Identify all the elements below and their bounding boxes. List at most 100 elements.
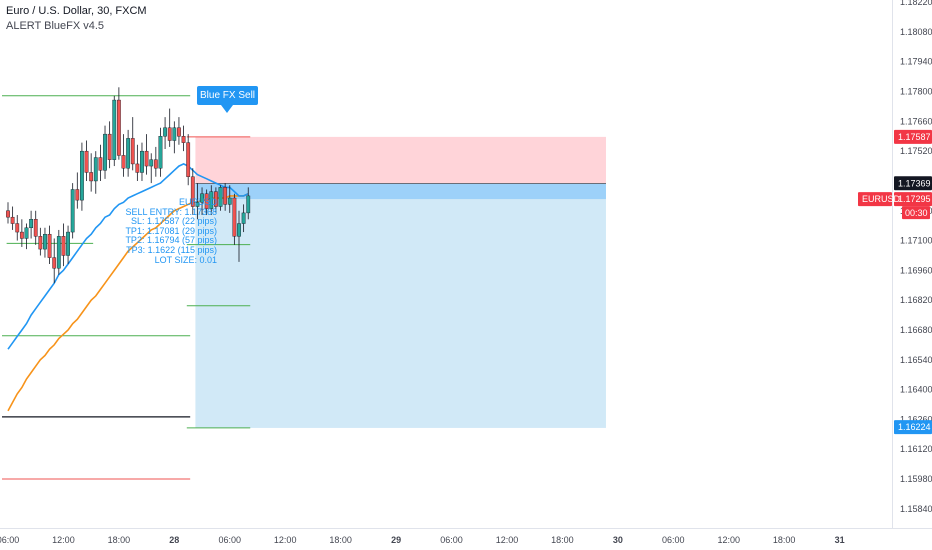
time-tick-label: 12:00: [496, 535, 519, 545]
candle-body: [98, 157, 103, 171]
candle-body: [19, 231, 24, 239]
sell-signal-label: Blue FX Sell: [197, 86, 258, 113]
countdown-label: 00:30: [905, 208, 928, 218]
candle-body: [241, 212, 246, 224]
candle-body: [10, 216, 15, 224]
price-tick-label: 1.18220: [900, 0, 932, 7]
candle-body: [84, 150, 89, 173]
time-tick-label: 18:00: [551, 535, 574, 545]
time-tick-label: 06:00: [218, 535, 241, 545]
candle-body: [52, 257, 57, 269]
candle-body: [126, 138, 131, 169]
candle-body: [24, 227, 29, 239]
price-badge-label: 1.17587: [898, 132, 931, 142]
candle-body: [80, 150, 84, 201]
candle-body: [47, 233, 52, 258]
candles: [6, 87, 251, 284]
time-tick-label: 28: [169, 535, 179, 545]
candle-body: [107, 133, 112, 160]
candle-body: [227, 197, 232, 205]
candle-body: [70, 189, 75, 233]
candle-body: [144, 150, 149, 167]
candle-body: [149, 159, 154, 167]
candle-body: [190, 176, 195, 207]
candle-body: [29, 219, 33, 229]
info-tp1: TP1: 1.17081 (29 pips): [125, 225, 217, 236]
price-badge-box: [894, 129, 932, 144]
info-stop-loss: SL: 1.17587 (22 pips): [130, 216, 217, 227]
candle-body: [172, 127, 177, 141]
candle-body: [200, 193, 204, 203]
candle-body: [135, 163, 140, 173]
candle-body: [130, 138, 135, 165]
price-tick-label: 1.16680: [900, 325, 932, 335]
reward-zone: [195, 183, 606, 428]
price-badge-box: [894, 420, 932, 435]
time-tick-label: 18:00: [773, 535, 796, 545]
time-tick-label: 30: [613, 535, 623, 545]
price-tick-label: 1.18080: [900, 27, 932, 37]
candle-body: [56, 236, 61, 269]
price-badge-label: 1.17369: [898, 178, 931, 188]
symbol-badge-box: [858, 192, 892, 207]
price-badge-box: [894, 192, 932, 207]
candle-body: [223, 187, 228, 205]
candle-body: [43, 233, 47, 250]
candle-body: [89, 172, 94, 182]
candle-body: [66, 231, 70, 256]
entry-band: [195, 183, 606, 200]
candle-body: [116, 99, 121, 156]
time-tick-label: 18:00: [108, 535, 131, 545]
time-tick-label: 31: [835, 535, 845, 545]
price-badge-label: 1.17295: [898, 194, 931, 204]
price-badge-box: [894, 176, 932, 191]
price-badge-label: 1.16224: [898, 422, 931, 432]
price-tick-label: 1.15980: [900, 474, 932, 484]
time-tick-label: 12:00: [274, 535, 297, 545]
price-tick-label: 1.17800: [900, 87, 932, 97]
candle-body: [204, 193, 209, 209]
candle-body: [167, 127, 172, 141]
time-tick-label: 12:00: [52, 535, 75, 545]
candle-body: [195, 202, 200, 207]
price-tick-label: 1.17940: [900, 57, 932, 67]
candle-body: [177, 127, 181, 137]
info-symbol: EURUSD: [178, 197, 217, 207]
candle-body: [246, 195, 251, 214]
candle-body: [163, 127, 167, 137]
candle-body: [33, 219, 38, 237]
candle-body: [186, 142, 191, 177]
price-tick-label: 1.16400: [900, 385, 932, 395]
price-tick-label: 1.16120: [900, 444, 932, 454]
price-tick-label: 1.17520: [900, 146, 932, 156]
candle-body: [181, 136, 186, 143]
price-tick-label: 1.15840: [900, 504, 932, 514]
price-tick-label: 1.17100: [900, 236, 932, 246]
indicator-name[interactable]: ALERT BlueFX v4.5: [6, 20, 105, 32]
candle-body: [213, 191, 218, 207]
signal-info-box: EURUSD SELL ENTRY: 1.17368 SL: 1.17587 (…: [100, 197, 217, 265]
candle-body: [61, 236, 66, 256]
candle-body: [6, 210, 10, 218]
symbol-badge-label: EURUSD: [862, 194, 901, 204]
symbol-title[interactable]: Euro / U.S. Dollar, 30, FXCM: [6, 5, 147, 17]
price-tick-label: 1.16960: [900, 265, 932, 275]
candle-body: [237, 223, 241, 237]
info-sell-entry: SELL ENTRY: 1.17368: [125, 206, 217, 217]
time-tick-label: 18:00: [329, 535, 352, 545]
time-tick-label: 12:00: [717, 535, 740, 545]
candle-body: [121, 155, 126, 169]
price-tick-label: 1.16260: [900, 414, 932, 424]
candle-body: [93, 157, 98, 182]
time-tick-label: 06:00: [440, 535, 463, 545]
price-tick-label: 1.16820: [900, 295, 932, 305]
info-tp3: TP3: 1.1622 (115 pips): [126, 244, 217, 255]
candle-body: [218, 187, 223, 207]
price-tick-label: 1.17660: [900, 116, 932, 126]
time-tick-label: 06:00: [662, 535, 685, 545]
candle-body: [38, 236, 43, 250]
countdown-box: [902, 206, 930, 220]
candle-body: [209, 191, 214, 209]
